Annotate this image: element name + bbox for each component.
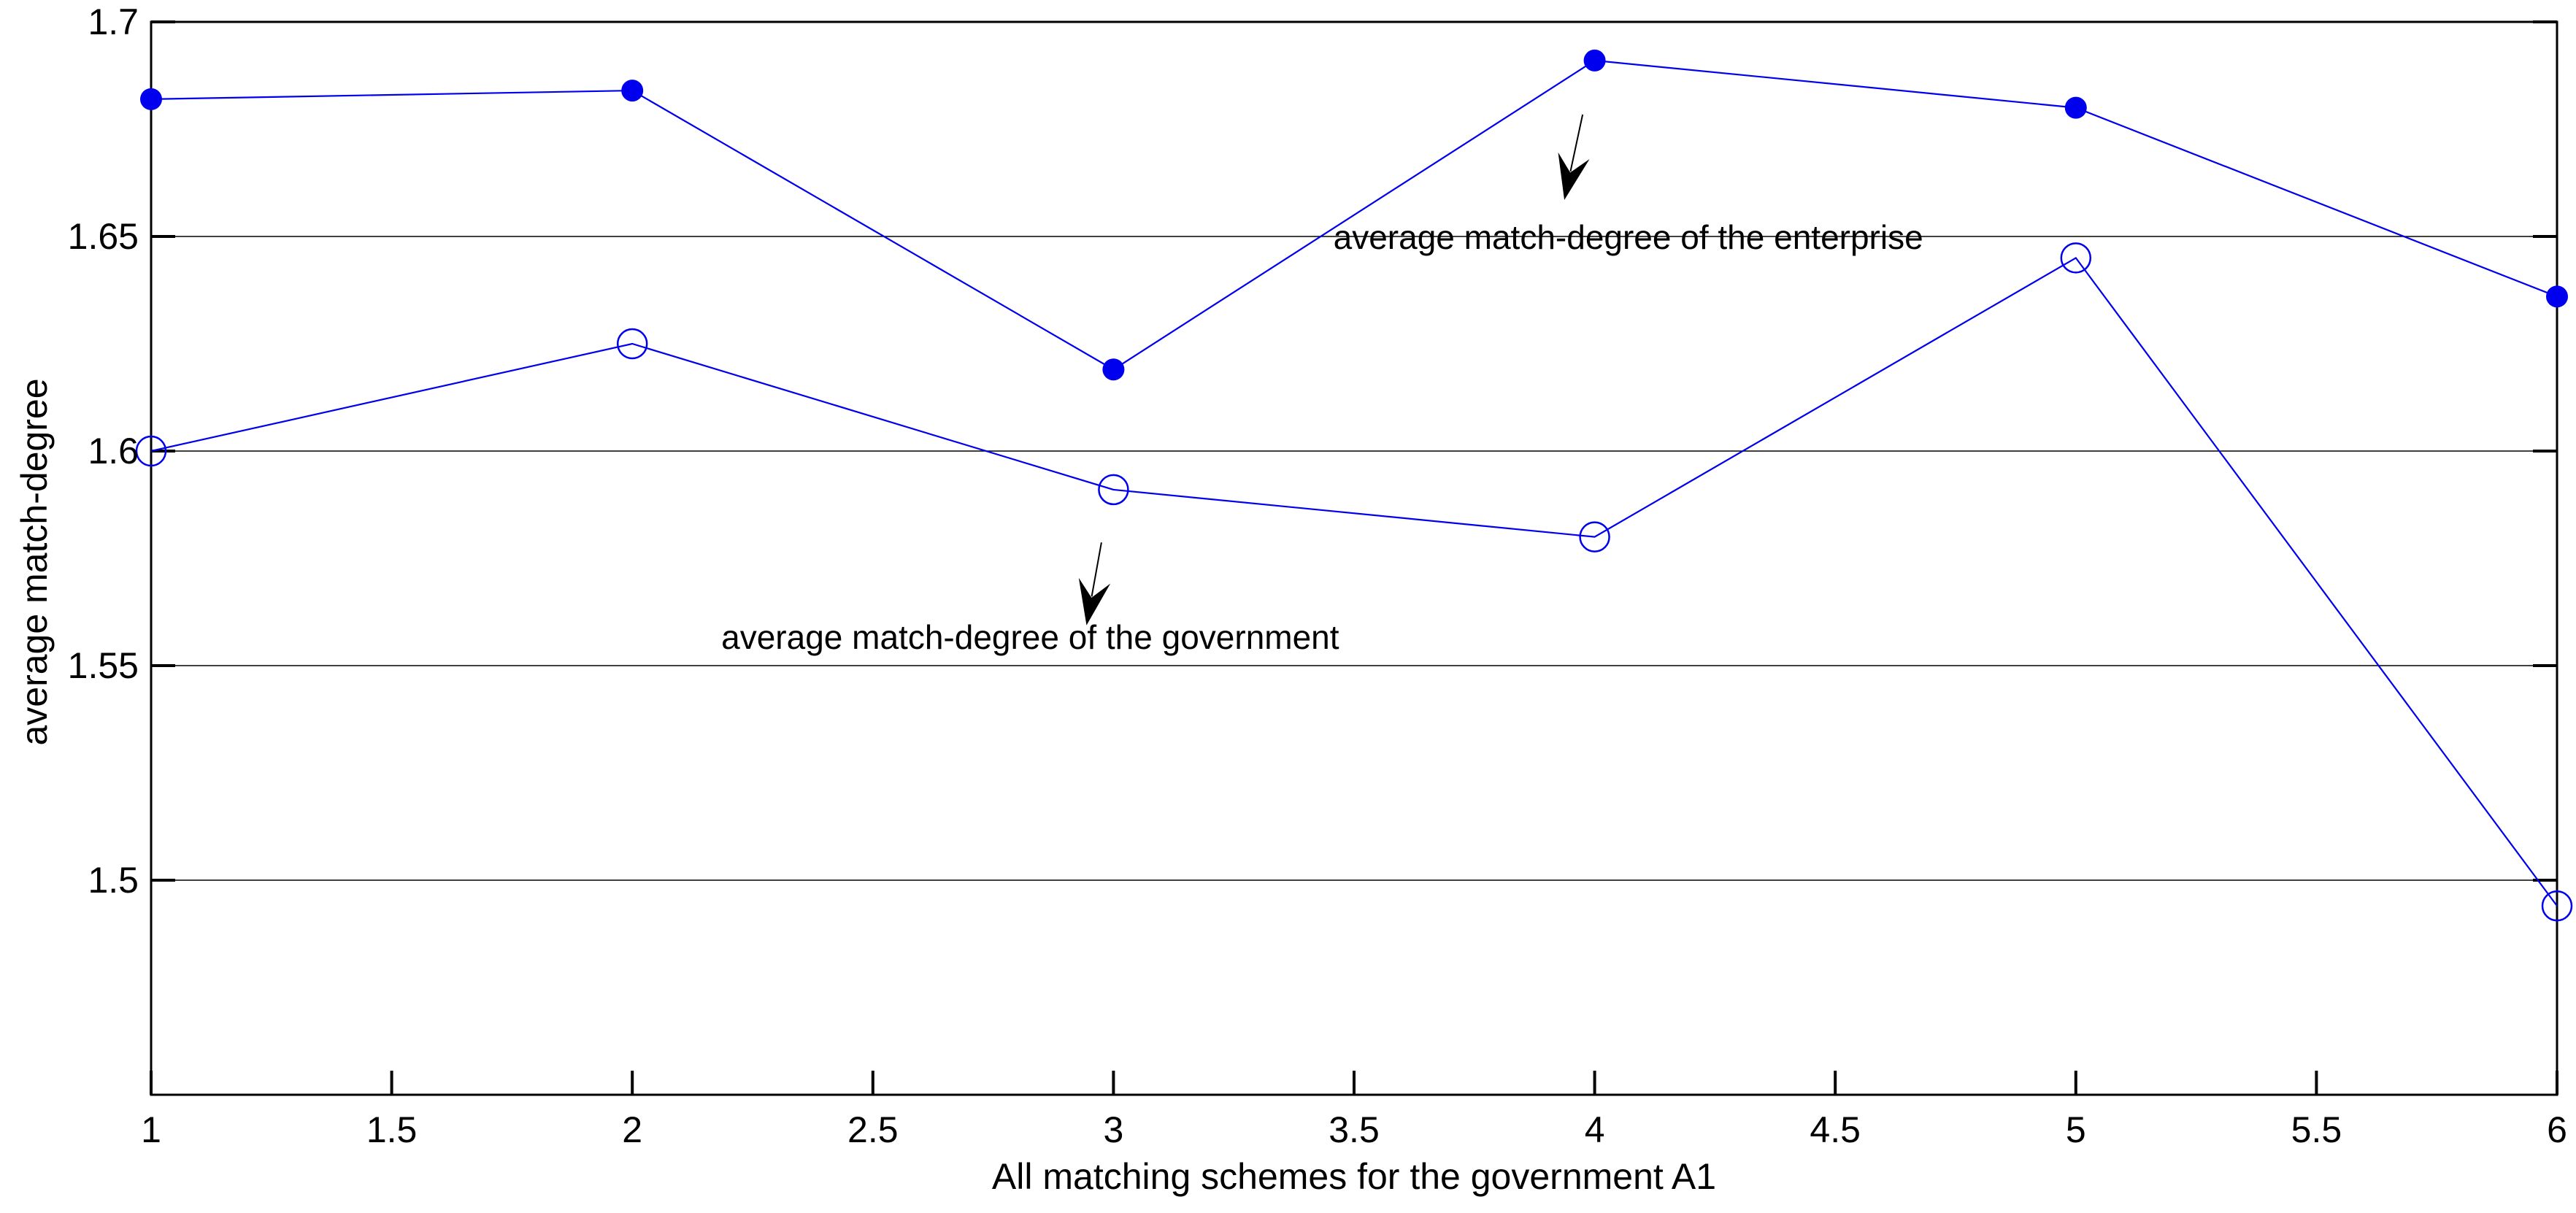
x-tick-label-2.5: 2.5 xyxy=(847,1109,899,1150)
x-tick-label-5.5: 5.5 xyxy=(2291,1109,2342,1150)
government-marker-x2 xyxy=(616,328,648,360)
government-marker-x5 xyxy=(2060,242,2092,274)
x-tick-label-6: 6 xyxy=(2547,1109,2567,1150)
x-tick-label-5: 5 xyxy=(2065,1109,2086,1150)
series-line-government xyxy=(150,256,2558,906)
enterprise-marker-x4 xyxy=(1583,49,1606,72)
x-axis-title: All matching schemes for the government … xyxy=(991,1156,1717,1197)
series-line-enterprise xyxy=(150,59,2558,371)
government-marker-x3 xyxy=(1098,474,1129,506)
y-tick-label-1.6: 1.6 xyxy=(88,431,139,471)
annotation-enterprise-label: average match-degree of the enterprise xyxy=(1333,218,1923,257)
y-tick-label-1.7: 1.7 xyxy=(88,1,139,42)
annotation-government-label: average match-degree of the government xyxy=(721,618,1339,657)
enterprise-arrow-shaft xyxy=(1569,114,1584,172)
x-tick-label-2: 2 xyxy=(622,1109,643,1150)
x-tick-label-1: 1 xyxy=(141,1109,161,1150)
government-marker-x1 xyxy=(135,435,167,467)
enterprise-marker-x3 xyxy=(1102,358,1125,381)
x-tick-label-3: 3 xyxy=(1103,1109,1124,1150)
x-tick-label-4.5: 4.5 xyxy=(1810,1109,1861,1150)
government-arrowhead xyxy=(1078,577,1111,625)
enterprise-marker-x1 xyxy=(140,88,162,110)
x-tick-label-4: 4 xyxy=(1584,1109,1605,1150)
enterprise-marker-x5 xyxy=(2064,96,2087,119)
government-arrow-shaft xyxy=(1091,542,1102,597)
y-tick-label-1.55: 1.55 xyxy=(67,645,139,686)
government-marker-x4 xyxy=(1579,521,1610,552)
axes-frame xyxy=(150,20,2558,1096)
y-tick-label-1.65: 1.65 xyxy=(67,216,139,257)
y-tick-label-1.5: 1.5 xyxy=(88,860,139,901)
enterprise-marker-x6 xyxy=(2546,285,2568,308)
government-marker-x6 xyxy=(2541,890,2573,922)
enterprise-marker-x2 xyxy=(621,80,644,102)
x-tick-label-3.5: 3.5 xyxy=(1329,1109,1380,1150)
enterprise-arrowhead xyxy=(1558,152,1590,201)
x-tick-label-1.5: 1.5 xyxy=(366,1109,418,1150)
